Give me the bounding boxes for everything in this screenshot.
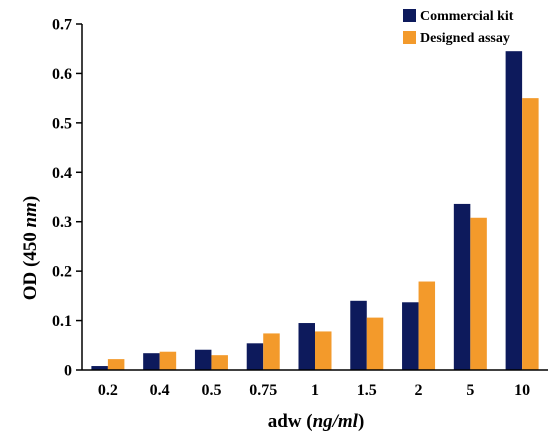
legend-swatch-designed-assay: [403, 31, 416, 44]
y-tick-label: 0.4: [52, 165, 72, 182]
x-tick-label: 2: [415, 382, 423, 399]
y-tick-label: 0.3: [52, 214, 72, 231]
x-tick-label: 10: [514, 382, 530, 399]
legend: Commercial kit Designed assay: [403, 9, 514, 46]
bar-designed-assay-0_4: [159, 351, 177, 370]
bar-designed-assay-1_5: [366, 317, 384, 370]
bar-designed-assay-10: [522, 98, 539, 371]
bar-commercial-kit-5: [453, 203, 471, 370]
bar-commercial-kit-0_2: [91, 366, 108, 370]
x-tick-label: 5: [466, 382, 474, 399]
bar-commercial-kit-1: [298, 323, 315, 370]
bar-designed-assay-1: [315, 331, 332, 370]
y-axis-title: OD (450 nm): [20, 196, 41, 301]
y-tick-label: 0.5: [52, 115, 72, 132]
bar-designed-assay-2: [418, 281, 436, 370]
legend-swatch-commercial-kit: [403, 9, 416, 22]
bar-designed-assay-0_2: [107, 359, 125, 370]
x-axis-title: adw (ng/ml): [268, 411, 365, 432]
x-tick-label: 1.5: [357, 382, 377, 399]
x-tick-label: 0.4: [150, 382, 170, 399]
bar-commercial-kit-0_75: [246, 343, 264, 370]
bar-designed-assay-0_5: [211, 355, 228, 370]
bar-commercial-kit-1_5: [350, 300, 367, 370]
legend-label-commercial-kit: Commercial kit: [420, 9, 514, 24]
x-tick-label: 0.2: [98, 382, 118, 399]
bar-commercial-kit-0_5: [194, 349, 212, 370]
y-tick-label: 0.1: [52, 313, 72, 330]
y-tick-label: 0.2: [52, 264, 72, 281]
bar-commercial-kit-10: [505, 51, 523, 370]
bar-designed-assay-0_75: [263, 333, 280, 370]
y-tick-label: 0.7: [52, 17, 72, 34]
bars: [91, 51, 539, 371]
x-tick-label: 0.75: [249, 382, 277, 399]
bar-designed-assay-5: [470, 217, 487, 370]
y-axis-ticks: 0 0.1 0.2 0.3 0.4 0.5 0.6 0.7: [52, 17, 82, 380]
bar-commercial-kit-2: [402, 302, 419, 370]
x-axis-ticks: 0.2 0.4 0.5 0.75 1 1.5 2 5 10: [98, 382, 530, 399]
legend-label-designed-assay: Designed assay: [420, 31, 510, 46]
x-tick-label: 0.5: [201, 382, 221, 399]
y-tick-label: 0.6: [52, 66, 72, 83]
y-tick-label: 0: [64, 363, 72, 380]
x-tick-label: 1: [311, 382, 319, 399]
bar-commercial-kit-0_4: [143, 353, 160, 370]
